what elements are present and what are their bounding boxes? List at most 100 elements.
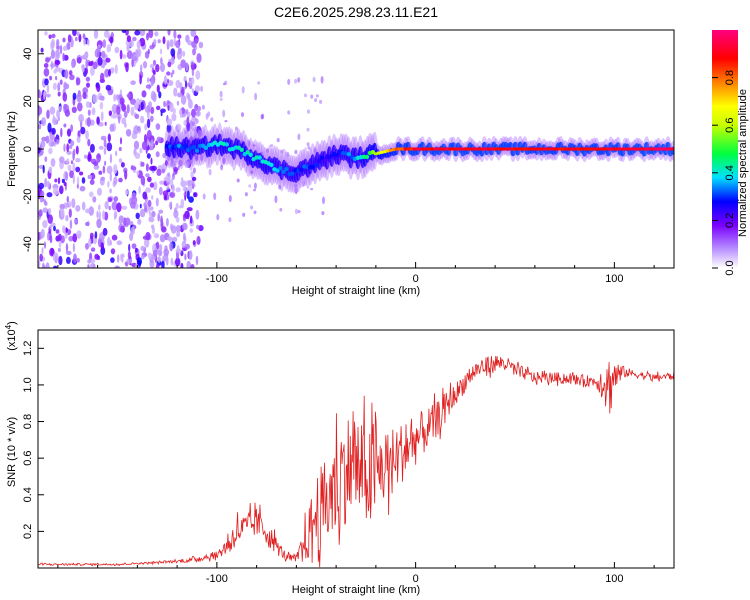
x-tick-label: 0 [413,573,419,585]
colorbar-tick-label: 0.2 [724,213,736,228]
noise-blob [109,36,114,44]
noise-blob [100,111,104,121]
noise-blob [72,162,76,172]
noise-blob [126,35,131,43]
noise-blob [59,79,63,85]
noise-blob [85,59,89,69]
noise-blob [48,207,52,215]
noise-blob [50,141,55,147]
noise-blob [152,181,158,191]
noise-blob [286,151,290,158]
noise-blob [49,235,53,244]
spectrogram-y-label: Frequency (Hz) [6,111,18,187]
noise-blob [200,85,204,92]
noise-blob [157,39,161,44]
noise-blob [102,227,108,236]
y-tick-label: 0.2 [22,524,34,539]
noise-blob [114,46,120,54]
noise-blob [294,208,298,215]
noise-blob [113,176,118,186]
colorbar-tick-label: 0.6 [724,118,736,133]
noise-blob [194,107,198,111]
noise-blob [184,130,188,134]
noise-blob [152,69,156,76]
noise-blob [38,259,41,268]
noise-blob [222,109,226,118]
noise-blob [64,69,69,79]
noise-blob [320,76,324,84]
noise-blob [181,222,188,231]
noise-blob [73,148,76,157]
noise-blob [167,236,172,241]
noise-blob [140,115,145,124]
noise-blob [43,68,50,77]
noise-blob [62,52,65,62]
x-tick-label: -100 [206,273,228,285]
noise-blob [247,140,251,147]
noise-blob [139,147,143,154]
noise-blob [100,72,105,83]
noise-blob [177,47,182,55]
noise-blob [130,226,135,236]
colorbar-tick-label: 0.0 [724,260,736,275]
noise-blob [96,218,102,229]
noise-blob [96,153,101,163]
noise-blob [61,178,65,184]
noise-blob [48,147,53,155]
noise-blob [219,97,223,101]
noise-blob [65,171,68,182]
noise-blob [45,57,50,63]
noise-blob [195,255,199,266]
noise-blob [155,197,159,207]
noise-blob [186,260,191,268]
noise-blob [121,205,128,210]
noise-blob [109,188,112,194]
ridge-point [334,152,340,158]
noise-blob [154,31,159,37]
ridge-point [203,145,209,151]
ridge-point [290,171,295,176]
noise-blob [150,157,153,165]
noise-blob [278,185,282,190]
noise-blob [184,191,187,202]
noise-blob [62,37,66,43]
noise-blob [51,33,56,39]
noise-blob [228,195,232,203]
noise-blob [139,203,142,209]
noise-blob [97,187,102,196]
noise-blob [159,48,163,55]
noise-blob [159,244,163,251]
noise-blob [111,201,118,211]
noise-blob [176,244,180,254]
snr-line [38,356,674,568]
ridge-point [194,148,200,153]
noise-blob [38,89,41,99]
noise-blob [198,41,204,49]
noise-blob [107,237,111,247]
noise-blob [306,127,310,132]
noise-blob [46,109,50,120]
noise-blob [279,207,283,212]
noise-blob [162,152,167,159]
noise-blob [54,137,57,143]
noise-blob [170,257,174,266]
ridge-point [671,147,674,151]
noise-blob [135,212,140,219]
noise-blob [184,243,190,250]
noise-blob [180,180,187,188]
noise-blob [187,82,191,87]
noise-blob [158,91,162,99]
noise-blob [77,102,83,112]
noise-blob [108,197,113,203]
x-tick-label: 0 [413,273,419,285]
noise-blob [140,245,145,252]
noise-blob [116,240,123,246]
noise-blob [159,180,165,185]
noise-blob [113,93,116,102]
noise-blob [65,227,68,233]
noise-blob [321,211,325,216]
noise-blob [126,93,132,99]
noise-blob [191,108,196,118]
noise-blob [49,106,56,115]
y-tick-label: 1.2 [22,341,34,356]
